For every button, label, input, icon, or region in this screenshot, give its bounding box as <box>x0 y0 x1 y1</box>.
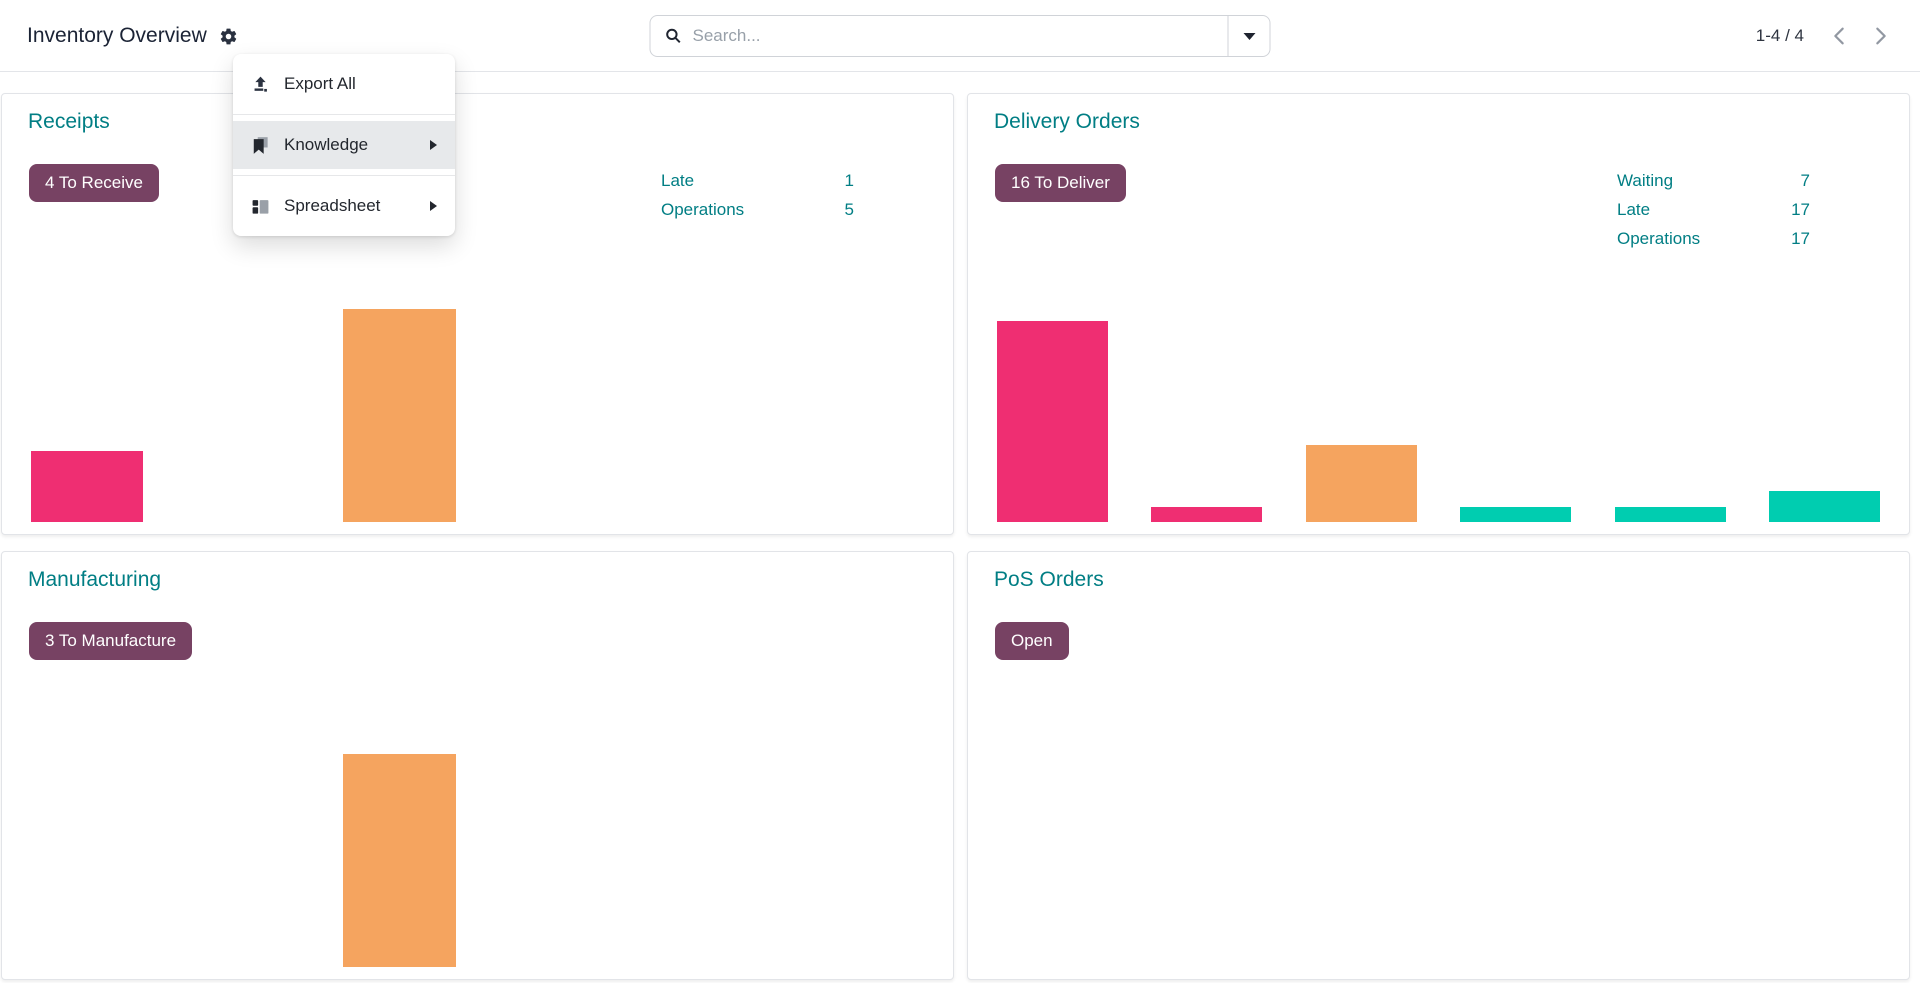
chevron-left-icon <box>1834 27 1844 45</box>
search-field-area <box>651 16 1228 56</box>
pager-range: 1-4 / 4 <box>1755 26 1804 45</box>
chart-bar[interactable] <box>30 451 144 522</box>
stat-row: Late 1 <box>661 166 854 195</box>
chart-bar[interactable] <box>1460 506 1572 522</box>
chart-slot <box>1593 304 1748 522</box>
card-title[interactable]: Delivery Orders <box>994 110 1140 133</box>
dropdown-menu: Export All Knowledge Spreadsheet <box>233 54 455 236</box>
stat-value[interactable]: 5 <box>844 200 854 219</box>
menu-item-spreadsheet[interactable]: Spreadsheet <box>233 182 455 230</box>
manufacturing-bar-chart <box>9 749 946 967</box>
stat-label[interactable]: Operations <box>661 200 745 219</box>
bookmark-icon <box>253 136 268 154</box>
card-delivery-orders: Delivery Orders 16 To Deliver Waiting 7 … <box>967 93 1910 535</box>
chart-slot <box>1284 304 1439 522</box>
chart-slot <box>1439 304 1594 522</box>
chart-bar[interactable] <box>1769 491 1881 522</box>
stat-row: Waiting 7 <box>1617 166 1810 195</box>
card-manufacturing: Manufacturing 3 To Manufacture <box>1 551 954 980</box>
menu-separator <box>233 114 455 115</box>
receipts-bar-chart <box>9 304 946 522</box>
open-button[interactable]: Open <box>995 622 1069 660</box>
breadcrumb: Inventory Overview <box>27 0 240 72</box>
chart-bar[interactable] <box>343 754 456 967</box>
stat-label[interactable]: Operations <box>1617 229 1701 248</box>
chevron-right-icon <box>1876 27 1886 45</box>
chart-slot <box>321 304 477 522</box>
submenu-caret-icon <box>430 140 437 150</box>
card-receipts: Receipts 4 To Receive Late 1 Operations … <box>1 93 954 535</box>
to-receive-button[interactable]: 4 To Receive <box>29 164 159 202</box>
chart-slot <box>478 304 634 522</box>
stat-label[interactable]: Waiting <box>1617 171 1674 190</box>
search-bar <box>649 15 1271 57</box>
pager-next-button[interactable] <box>1872 25 1890 47</box>
page-title: Inventory Overview <box>27 24 207 47</box>
search-icon <box>666 28 681 44</box>
search-input[interactable] <box>692 26 1228 46</box>
chart-slot <box>1748 304 1903 522</box>
menu-item-label: Knowledge <box>284 135 369 154</box>
search-dropdown-toggle[interactable] <box>1227 16 1270 56</box>
caret-down-icon <box>1243 32 1255 40</box>
to-deliver-button[interactable]: 16 To Deliver <box>995 164 1126 202</box>
pager-prev-button[interactable] <box>1830 25 1848 47</box>
pager: 1-4 / 4 <box>1756 0 1890 72</box>
stat-row: Operations 17 <box>1617 224 1810 253</box>
chart-slot <box>1130 304 1285 522</box>
chart-slot <box>478 749 634 967</box>
stat-label[interactable]: Late <box>1617 200 1651 219</box>
menu-item-label: Export All <box>284 74 356 93</box>
menu-separator <box>233 175 455 176</box>
chart-slot <box>634 749 790 967</box>
gear-icon <box>219 27 238 46</box>
menu-item-knowledge[interactable]: Knowledge <box>233 121 455 169</box>
card-title[interactable]: PoS Orders <box>994 568 1104 591</box>
chart-slot <box>9 749 165 967</box>
delivery-bar-chart <box>975 304 1902 522</box>
pager-arrows <box>1830 25 1890 47</box>
chart-bar[interactable] <box>1614 506 1726 522</box>
chart-slot <box>9 304 165 522</box>
card-title[interactable]: Receipts <box>28 110 110 133</box>
chart-bar[interactable] <box>996 320 1108 522</box>
upload-icon <box>254 76 267 92</box>
stat-value[interactable]: 17 <box>1791 229 1810 248</box>
to-manufacture-button[interactable]: 3 To Manufacture <box>29 622 193 660</box>
menu-item-label: Spreadsheet <box>284 196 381 215</box>
gear-button[interactable] <box>217 25 240 48</box>
stat-value[interactable]: 17 <box>1791 200 1810 219</box>
chart-slot <box>790 749 946 967</box>
chart-slot <box>790 304 946 522</box>
chart-bar[interactable] <box>1151 506 1263 522</box>
stats-table: Late 1 Operations 5 <box>661 166 854 224</box>
chart-slot <box>165 304 321 522</box>
stat-label[interactable]: Late <box>661 171 695 190</box>
card-title[interactable]: Manufacturing <box>28 568 162 591</box>
chart-slot <box>975 304 1130 522</box>
spreadsheet-icon <box>252 199 269 214</box>
stat-row: Late 17 <box>1617 195 1810 224</box>
chart-slot <box>321 749 477 967</box>
card-pos-orders: PoS Orders Open <box>967 551 1910 980</box>
chart-slot <box>165 749 321 967</box>
dashboard-grid: Receipts 4 To Receive Late 1 Operations … <box>1 93 1910 980</box>
chart-bar[interactable] <box>1305 444 1417 522</box>
stats-table: Waiting 7 Late 17 Operations 17 <box>1617 166 1810 253</box>
stat-value[interactable]: 7 <box>1800 171 1810 190</box>
menu-item-export-all[interactable]: Export All <box>233 60 455 108</box>
stat-row: Operations 5 <box>661 195 854 224</box>
stat-value[interactable]: 1 <box>844 171 854 190</box>
chart-bar[interactable] <box>343 309 456 522</box>
submenu-caret-icon <box>430 201 437 211</box>
chart-slot <box>634 304 790 522</box>
